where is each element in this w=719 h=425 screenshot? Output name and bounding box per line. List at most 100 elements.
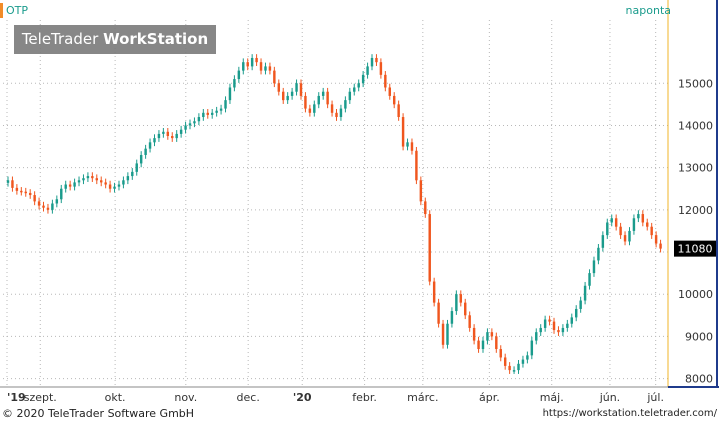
x-tick-label: '20 [293, 391, 312, 404]
axes: 80009000100001100012000130001400015000'1… [0, 0, 719, 404]
candle-body [552, 321, 556, 331]
candle-body [432, 281, 436, 303]
grid-lines [3, 20, 668, 387]
candle-body [446, 323, 449, 345]
candle-body [326, 91, 329, 105]
candle-body [557, 330, 560, 333]
candle-body [193, 121, 196, 124]
candle-body [517, 363, 520, 371]
candle-body [259, 62, 263, 71]
candle-body [37, 201, 41, 206]
candle-body [215, 110, 218, 113]
candle-body [646, 222, 649, 227]
candle-body [242, 62, 245, 71]
candle-body [361, 74, 365, 84]
candle-body [184, 125, 187, 130]
x-tick-label: '19 [7, 391, 26, 404]
y-tick-label: 9000 [685, 330, 713, 343]
candle-body [299, 83, 303, 96]
candle-body [375, 57, 378, 63]
candle-body [597, 247, 600, 261]
candle-body [392, 95, 396, 105]
candle-body [95, 178, 99, 181]
candle-body [654, 235, 658, 244]
candle-series [6, 54, 662, 374]
candle-body [157, 133, 161, 139]
y-tick-label: 15000 [678, 77, 713, 90]
candle-body [370, 57, 374, 67]
x-tick-label: nov. [174, 391, 197, 404]
x-tick-label: szept. [24, 391, 57, 404]
candle-body [197, 117, 201, 122]
candle-body [317, 95, 320, 105]
candle-body [521, 359, 525, 364]
candle-body [530, 340, 534, 356]
candle-body [268, 66, 272, 71]
ticker-marker [0, 3, 3, 18]
candle-body [415, 150, 418, 181]
candle-body [388, 87, 391, 96]
candle-body [459, 294, 463, 303]
candle-body [508, 365, 511, 371]
candle-body [51, 203, 54, 210]
candle-body [503, 357, 507, 366]
candle-body [33, 195, 36, 202]
candle-body [15, 187, 19, 191]
candle-body [91, 176, 94, 179]
candle-body [450, 311, 454, 324]
candle-body [490, 332, 494, 337]
ticker-label: OTP [6, 4, 29, 17]
candle-body [64, 184, 67, 189]
candle-body [637, 214, 640, 219]
candle-body [348, 91, 352, 101]
x-tick-label: ápr. [479, 391, 500, 404]
candle-body [126, 176, 130, 181]
candle-body [477, 340, 480, 350]
candle-body [202, 112, 205, 118]
logo-product: WorkStation [103, 30, 209, 48]
candle-body [255, 57, 258, 63]
x-tick-label: dec. [237, 391, 260, 404]
candle-body [401, 117, 405, 147]
candle-body [561, 327, 565, 333]
x-tick-label: márc. [407, 391, 438, 404]
candle-body [68, 184, 72, 187]
candle-body [659, 243, 662, 249]
candle-body [610, 218, 613, 223]
period-label[interactable]: naponta [625, 4, 671, 17]
candle-body [73, 182, 76, 187]
candle-body [592, 260, 596, 274]
candle-body [357, 83, 360, 88]
candle-body [264, 66, 267, 71]
candle-body [290, 91, 294, 96]
candle-body [282, 91, 285, 101]
candle-body [366, 66, 369, 75]
candle-body [486, 332, 489, 341]
x-tick-label: máj. [540, 391, 564, 404]
candle-body [11, 180, 14, 188]
candle-body [472, 327, 476, 341]
candle-body [468, 315, 471, 328]
x-tick-label: febr. [352, 391, 377, 404]
candle-body [210, 112, 214, 115]
candle-body [321, 91, 325, 96]
candle-body [237, 70, 241, 80]
candle-body [162, 131, 165, 134]
candle-body [419, 180, 423, 202]
x-tick-label: júl. [646, 391, 664, 404]
candle-body [583, 285, 587, 301]
candle-body [233, 79, 236, 88]
candle-body [171, 136, 174, 139]
candle-body [481, 340, 485, 350]
candle-body [179, 129, 183, 134]
candle-body [574, 308, 578, 318]
candle-body [131, 171, 134, 177]
logo-brand: TeleTrader [21, 30, 99, 48]
candle-body [20, 190, 23, 193]
candle-body [153, 138, 156, 143]
candle-body [108, 184, 112, 189]
candle-body [228, 87, 232, 101]
candle-body [206, 112, 209, 115]
candle-body [113, 186, 116, 189]
footer-url-link[interactable]: https://workstation.teletrader.com/ [542, 408, 717, 419]
